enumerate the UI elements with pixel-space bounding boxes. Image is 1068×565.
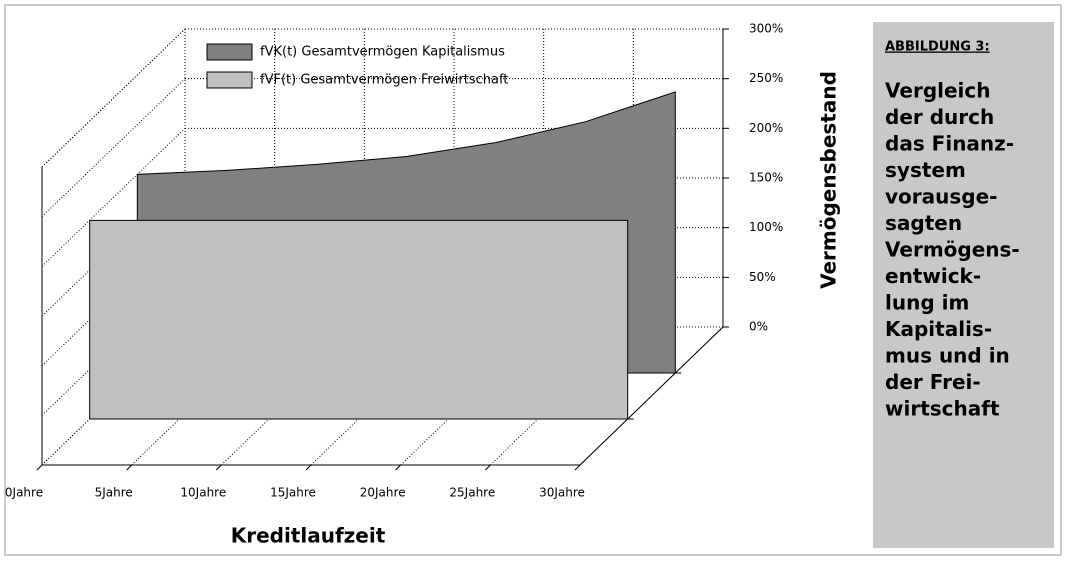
y-axis-title: Vermögensbestand — [817, 71, 841, 289]
y-tick-label: 100% — [749, 220, 783, 234]
x-tick-label: 25Jahre — [449, 486, 495, 500]
axis-line — [579, 326, 724, 466]
tick-mark — [574, 464, 581, 471]
legend-label: fVK(t) Gesamtvermögen Kapitalismus — [260, 45, 505, 60]
grid-line — [41, 78, 186, 218]
caption-line: Vermögens- — [885, 238, 1020, 262]
y-tick-label: 50% — [749, 270, 776, 284]
legend-swatch — [206, 71, 253, 89]
grid-line — [41, 127, 186, 267]
tick-mark — [126, 464, 133, 471]
caption-line: Kapitalis- — [885, 317, 992, 341]
caption-line: sagten — [885, 211, 962, 235]
caption-line: der Frei- — [885, 370, 981, 394]
axis-line — [41, 28, 186, 168]
caption-line: entwick- — [885, 264, 981, 288]
y-tick-label: 300% — [749, 22, 783, 36]
legend-swatch — [206, 43, 253, 61]
x-tick-label: 10Jahre — [180, 486, 226, 500]
caption-line: lung im — [885, 291, 969, 315]
caption-label: ABBILDUNG 3: — [885, 40, 990, 55]
area — [89, 219, 629, 420]
caption-line: das Finanz- — [885, 132, 1014, 156]
x-tick-label: 5Jahre — [95, 486, 133, 500]
x-tick-label: 20Jahre — [360, 486, 406, 500]
x-tick-label: 30Jahre — [539, 486, 585, 500]
x-tick-label: 15Jahre — [270, 486, 316, 500]
y-tick-label: 250% — [749, 71, 783, 85]
caption-line: Vergleich — [885, 79, 991, 103]
tick-mark — [305, 464, 312, 471]
tick-mark — [395, 464, 402, 471]
x-axis-title: Kreditlaufzeit — [231, 524, 386, 548]
caption-line: wirtschaft — [885, 397, 1000, 421]
caption-line: mus und in — [885, 344, 1010, 368]
y-tick-label: 0% — [749, 320, 768, 334]
x-tick-label: 0Jahre — [5, 486, 43, 500]
y-tick-label: 200% — [749, 121, 783, 135]
tick-mark — [484, 464, 491, 471]
frame — [4, 4, 1062, 556]
caption-line: der durch — [885, 105, 994, 129]
caption-line: vorausge- — [885, 185, 997, 209]
y-tick-label: 150% — [749, 171, 783, 185]
caption-panel — [873, 22, 1054, 548]
tick-mark — [215, 464, 222, 471]
legend-label: fVF(t) Gesamtvermögen Freiwirtschaft — [260, 73, 508, 88]
caption-line: system — [885, 158, 966, 182]
tick-mark — [36, 464, 43, 471]
